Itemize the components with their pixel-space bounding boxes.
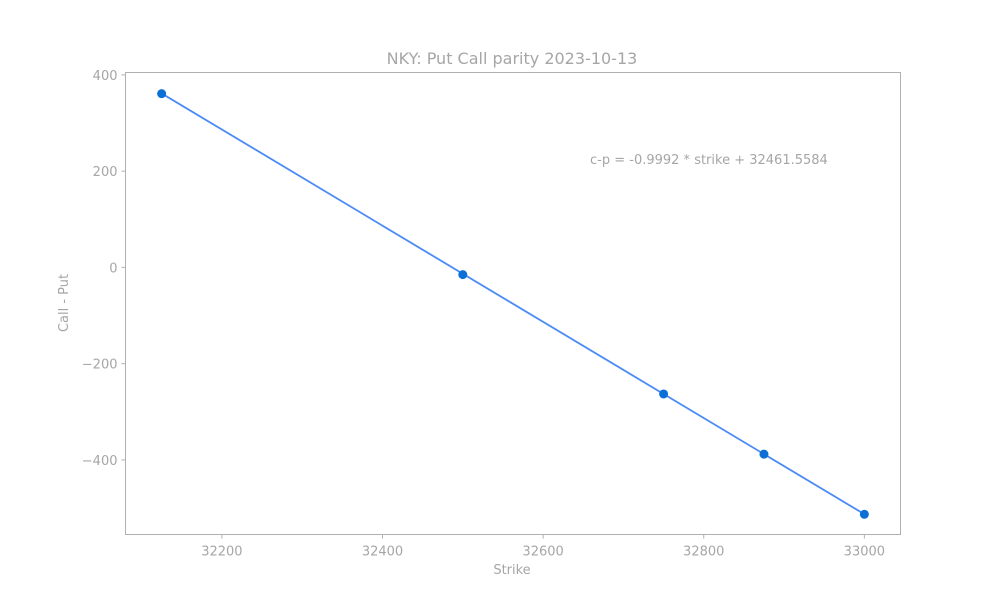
x-tick-label: 32400 bbox=[362, 545, 403, 560]
x-tick-label: 32800 bbox=[683, 545, 724, 560]
y-tick-label: 0 bbox=[109, 261, 117, 276]
y-tick-label: −200 bbox=[82, 358, 118, 373]
y-axis-label: Call - Put bbox=[57, 274, 72, 332]
x-tick-label: 33000 bbox=[844, 545, 885, 560]
data-point bbox=[860, 510, 869, 519]
data-point bbox=[659, 389, 668, 398]
y-axis: 400 200 0 −200 −400 bbox=[82, 69, 126, 469]
y-tick-label: −400 bbox=[82, 454, 118, 469]
x-tick-label: 32600 bbox=[522, 545, 563, 560]
y-tick-label: 200 bbox=[93, 165, 118, 180]
x-axis-label: Strike bbox=[493, 563, 530, 578]
data-point bbox=[759, 450, 768, 459]
data-point bbox=[157, 89, 166, 98]
x-axis: 32200 32400 32600 32800 33000 bbox=[201, 535, 885, 560]
regression-annotation: c-p = -0.9992 * strike + 32461.5584 bbox=[590, 153, 828, 168]
x-tick-label: 32200 bbox=[201, 545, 242, 560]
y-tick-label: 400 bbox=[93, 69, 118, 84]
data-point bbox=[458, 270, 467, 279]
chart-title: NKY: Put Call parity 2023-10-13 bbox=[387, 49, 638, 68]
